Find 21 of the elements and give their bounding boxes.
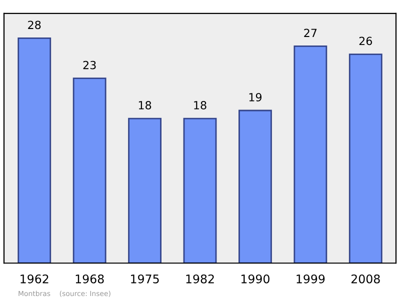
bar <box>18 38 52 264</box>
bar <box>183 118 217 264</box>
bar <box>238 110 272 264</box>
bar <box>294 46 328 264</box>
x-tick-label: 1975 <box>131 274 159 284</box>
data-label: 18 <box>194 101 206 110</box>
x-tick-label: 2008 <box>351 274 380 284</box>
x-tick-label: 1982 <box>186 274 214 284</box>
data-label: 27 <box>304 28 317 37</box>
x-tick-label: 1968 <box>76 274 104 284</box>
bar <box>128 118 162 264</box>
x-tick-label: 1962 <box>20 274 48 284</box>
data-label: 26 <box>359 36 372 46</box>
data-label: 18 <box>138 101 152 110</box>
data-label: 28 <box>28 20 41 30</box>
x-tick-label: 1990 <box>241 274 270 284</box>
data-label: 19 <box>249 92 262 102</box>
x-tick-label: 1999 <box>296 274 325 284</box>
bar <box>348 54 382 264</box>
data-label: 23 <box>83 60 96 70</box>
bar <box>72 78 106 264</box>
